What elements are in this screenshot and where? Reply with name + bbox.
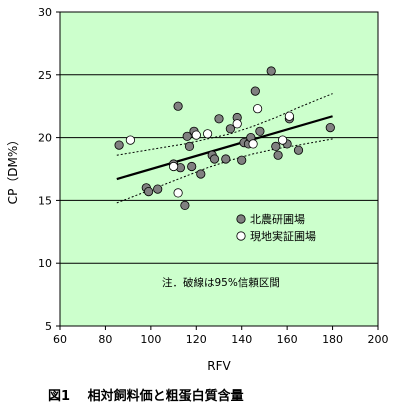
x-axis-label: RFV xyxy=(207,359,231,373)
point-series-1-1 xyxy=(114,140,124,150)
point-series-1-9 xyxy=(182,131,192,141)
plot-area xyxy=(59,11,379,327)
point-series-1-8 xyxy=(180,200,190,210)
legend-label-series-2: 現地実証圃場 xyxy=(250,229,316,243)
point-series-2-9 xyxy=(277,135,288,145)
legend-marker-series-1 xyxy=(236,214,246,224)
point-series-1-3 xyxy=(144,187,154,197)
x-tick-label-100: 100 xyxy=(140,333,161,346)
point-series-1-31 xyxy=(293,145,304,155)
x-tick-label-140: 140 xyxy=(231,333,252,346)
point-series-1-32 xyxy=(325,123,335,133)
point-series-1-15 xyxy=(209,154,220,164)
point-series-2-8 xyxy=(253,104,263,114)
x-tick-label-200: 200 xyxy=(368,333,389,346)
point-series-1-26 xyxy=(266,66,276,76)
annotation-note: 注．破線は95%信頼区間 xyxy=(162,276,280,289)
regression-line-group xyxy=(116,115,333,181)
point-series-1-17 xyxy=(221,154,231,164)
x-axis-ticks: 60 80 100 120 140 160 180 200 xyxy=(53,326,389,346)
y-tick-label-5: 5 xyxy=(45,320,52,333)
x-tick-label-120: 120 xyxy=(186,333,207,346)
point-series-2-2 xyxy=(169,161,179,172)
point-series-1-13 xyxy=(196,169,206,179)
point-series-2-6 xyxy=(232,119,242,129)
point-series-1-24 xyxy=(250,86,260,96)
point-series-2-1 xyxy=(125,135,135,145)
point-series-1-20 xyxy=(237,155,247,165)
point-series-1-18 xyxy=(225,124,235,134)
y-tick-label-15: 15 xyxy=(38,194,52,207)
regression-line xyxy=(116,115,333,181)
point-series-1-27 xyxy=(271,141,281,151)
y-tick-label-20: 20 xyxy=(38,132,52,145)
point-series-1-28 xyxy=(273,150,283,160)
x-tick-label-80: 80 xyxy=(98,333,112,346)
legend-label-series-1: 北農研圃場 xyxy=(250,212,305,226)
point-series-2-5 xyxy=(203,129,213,139)
legend-box xyxy=(229,209,337,245)
data-points xyxy=(114,66,335,210)
point-series-2-3 xyxy=(173,188,183,198)
point-series-2-4 xyxy=(191,130,201,140)
legend: 北農研圃場 現地実証圃場 xyxy=(229,209,337,245)
point-series-1-6 xyxy=(173,101,183,111)
x-tick-label-60: 60 xyxy=(53,333,67,346)
y-tick-label-30: 30 xyxy=(38,6,52,19)
gridlines xyxy=(60,74,378,264)
point-series-1-10 xyxy=(184,141,195,151)
y-axis-label: CP（DM%） xyxy=(6,134,20,205)
y-tick-label-10: 10 xyxy=(38,257,52,270)
point-series-1-11 xyxy=(187,161,197,172)
legend-marker-series-2 xyxy=(236,231,246,241)
point-series-1-16 xyxy=(214,114,224,124)
figure-caption: 図1 相対飼料価と粗蛋白質含量 xyxy=(48,388,244,404)
y-axis-ticks: 5 10 15 20 25 30 xyxy=(38,6,60,333)
x-tick-label-160: 160 xyxy=(277,333,298,346)
point-series-2-7 xyxy=(248,139,258,149)
point-series-1-25 xyxy=(255,126,265,136)
point-series-2-10 xyxy=(284,111,294,121)
x-tick-label-180: 180 xyxy=(322,333,343,346)
point-series-1-4 xyxy=(153,184,163,194)
y-tick-label-25: 25 xyxy=(38,69,52,82)
